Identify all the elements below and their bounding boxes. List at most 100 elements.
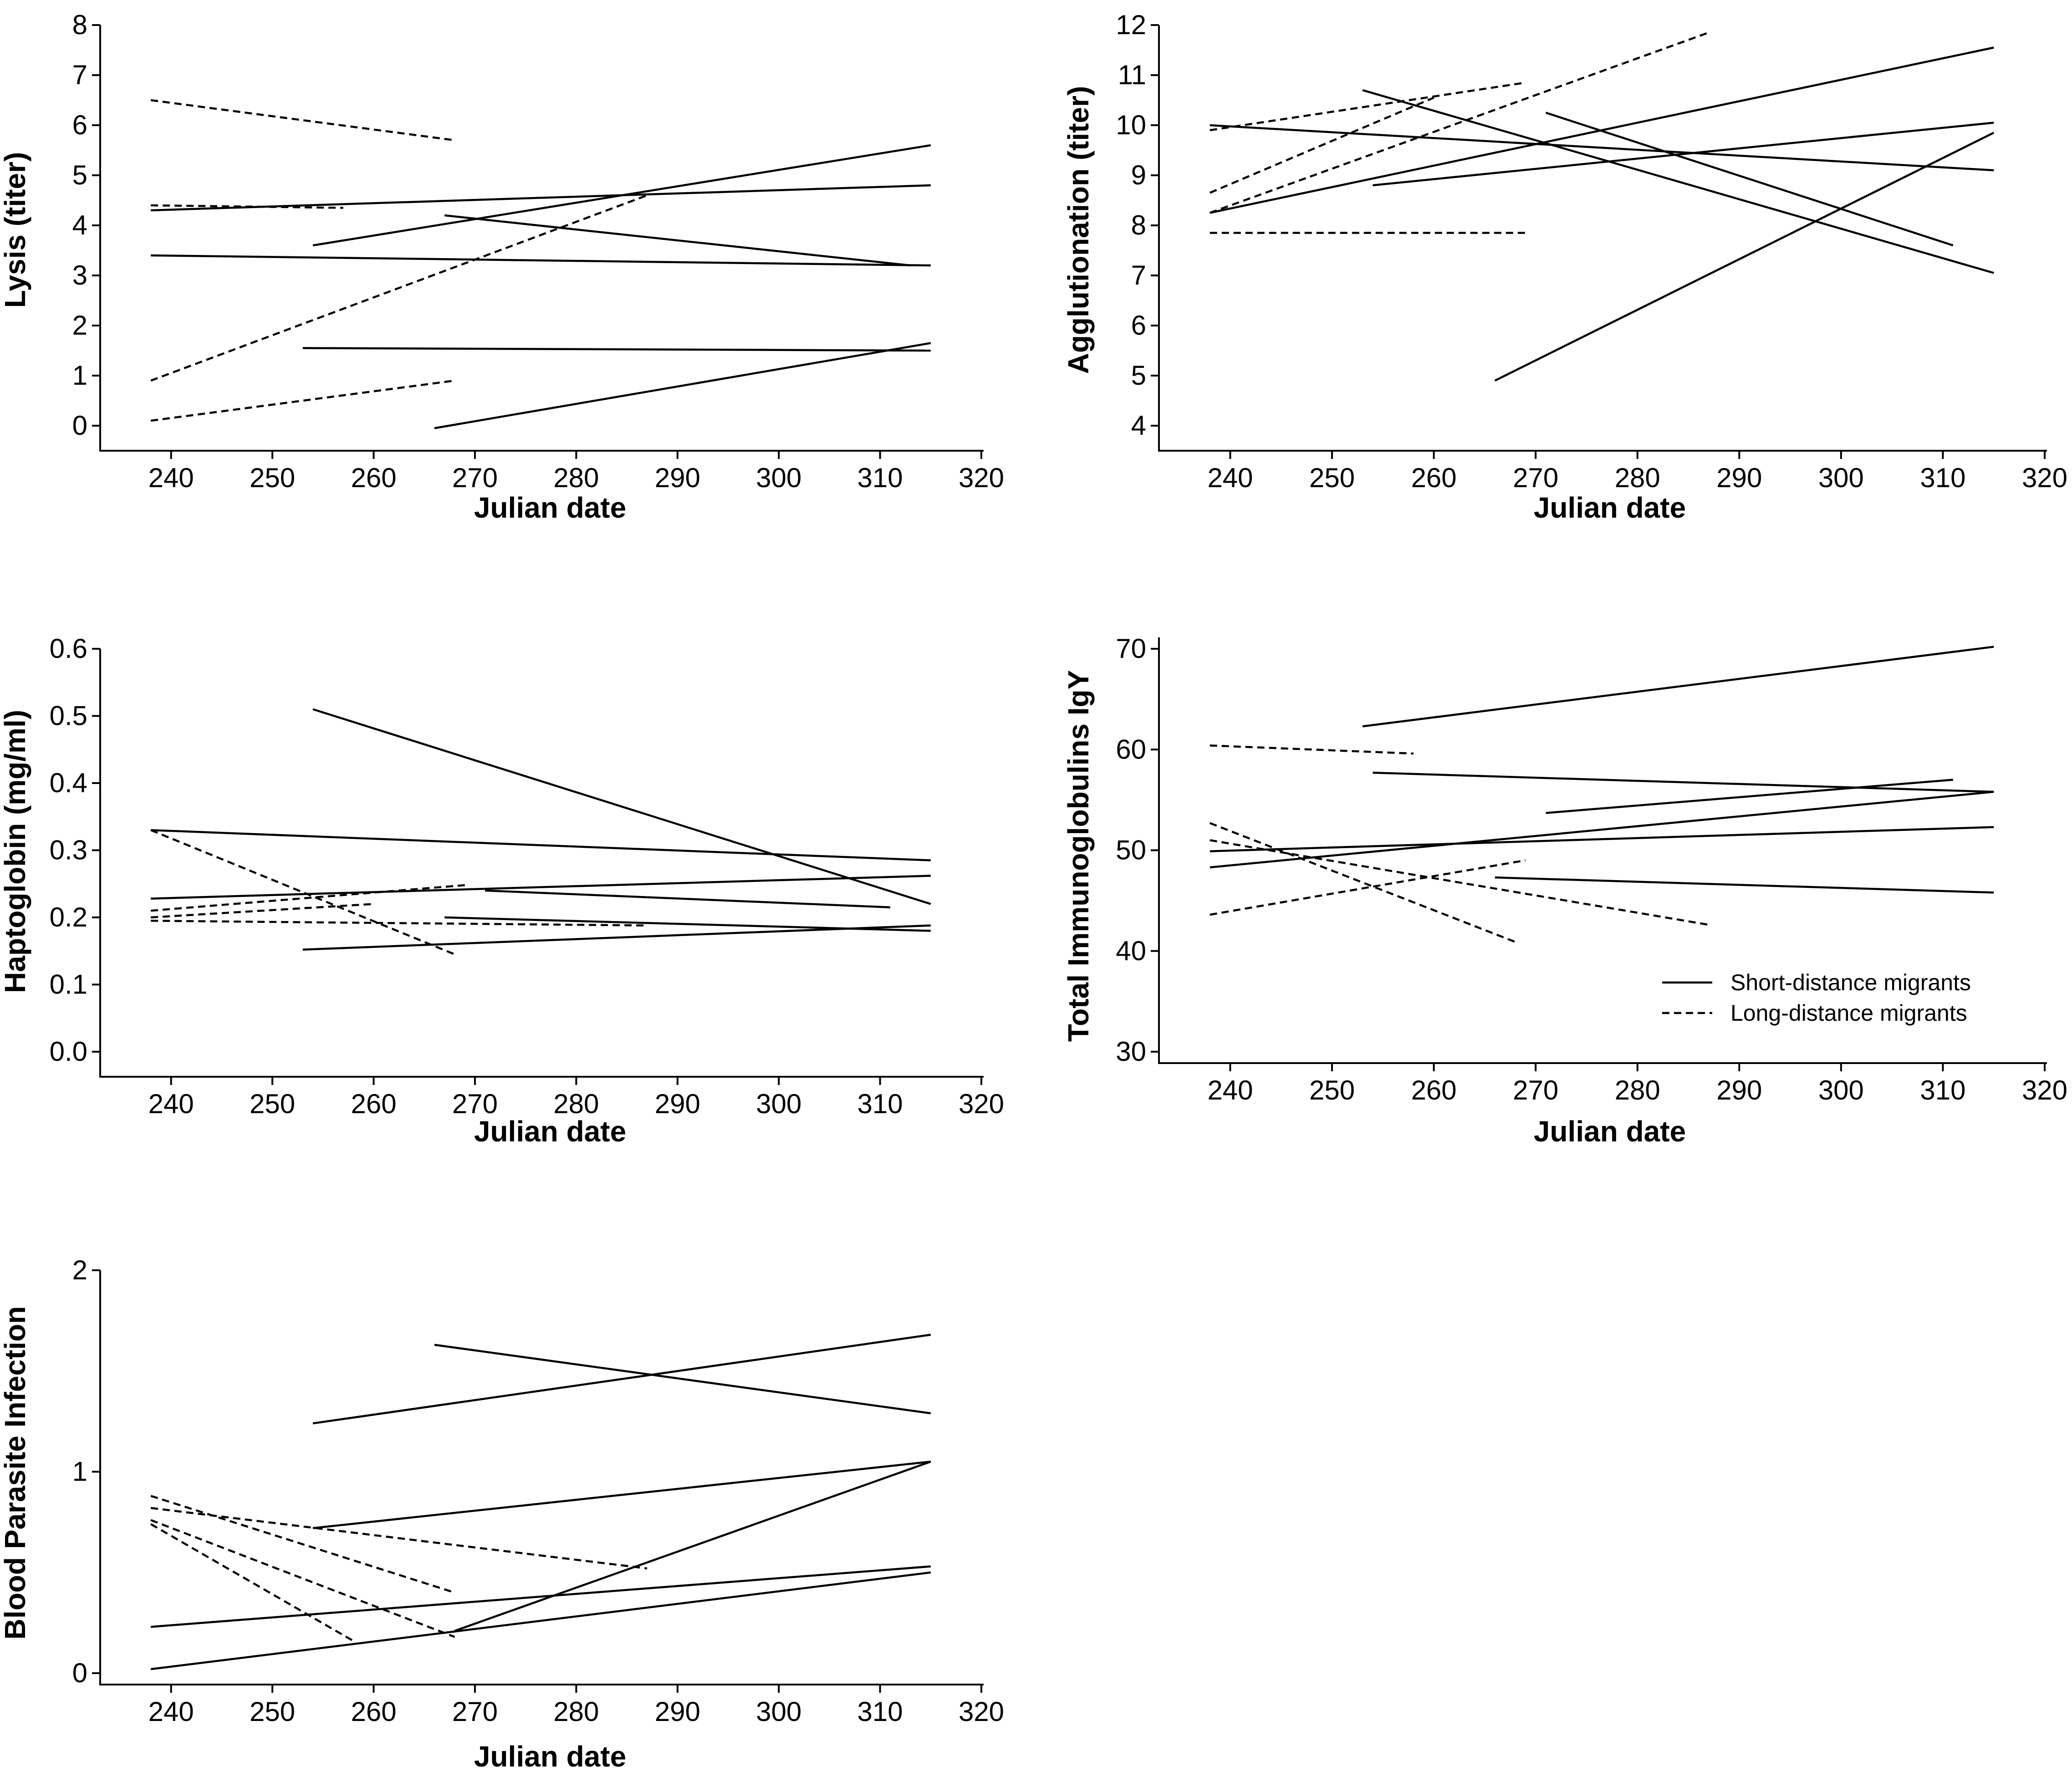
parasite-short-distance-line-4 — [454, 1461, 931, 1632]
lysis-long-distance-line-7 — [150, 99, 455, 142]
haptoglobin-x-tick-label: 240 — [148, 1089, 194, 1119]
agglutination-x-tick-label: 240 — [1207, 463, 1253, 493]
lysis-long-distance-line-10 — [150, 379, 455, 422]
lysis-short-distance-line-4 — [444, 214, 911, 267]
haptoglobin-y-tick-label: 0.1 — [50, 969, 87, 1000]
parasite-long-distance-line-10 — [150, 1523, 354, 1642]
igy-long-distance-line-8 — [1209, 822, 1516, 943]
agglutination-axes — [1158, 25, 2047, 452]
agglutination-y-tick-label: 11 — [1118, 60, 1146, 90]
haptoglobin-y-tick-label: 0.2 — [50, 902, 87, 932]
lysis-x-tick-label: 310 — [857, 463, 903, 493]
igy-short-distance-line-5 — [1210, 826, 1994, 852]
haptoglobin-x-title: Julian date — [474, 1115, 626, 1148]
lysis-x-tick-label: 280 — [553, 463, 599, 493]
parasite-x-tick-label: 260 — [351, 1696, 396, 1727]
igy-x-tick-label: 270 — [1513, 1075, 1558, 1105]
agglutination-y-tick-label: 5 — [1131, 360, 1146, 391]
parasite-y-title: Blood Parasite Infection — [0, 1306, 31, 1640]
igy-y-title: Total Immunoglobulins IgY — [1062, 670, 1095, 1042]
legend-solid-label: Short-distance migrants — [1730, 970, 1971, 995]
igy-y-tick-label: 60 — [1116, 734, 1146, 764]
agglutination-panel: Agglutionation (titer) Julian date 4 5 6 7 8… — [1062, 10, 2067, 524]
agglutination-x-tick-label: 300 — [1818, 463, 1864, 493]
lysis-short-distance-line-2 — [151, 254, 931, 267]
haptoglobin-x-tick-label: 260 — [351, 1089, 396, 1119]
parasite-long-distance-line-9 — [150, 1519, 455, 1638]
haptoglobin-long-distance-line-8 — [151, 884, 465, 912]
agglutination-x-tick-label: 260 — [1411, 463, 1457, 493]
haptoglobin-x-tick-label: 290 — [655, 1089, 700, 1119]
agglutination-x-tick-label: 280 — [1615, 463, 1660, 493]
haptoglobin-short-distance-line-3 — [151, 875, 931, 900]
agglutination-x-tick-label: 320 — [2022, 463, 2067, 493]
igy-x-title: Julian date — [1534, 1115, 1686, 1148]
lysis-y-tick-label: 8 — [72, 10, 87, 40]
parasite-axes — [99, 1270, 984, 1685]
agglutination-y-title: Agglutionation (titer) — [1062, 86, 1095, 374]
igy-y-tick-label: 30 — [1116, 1036, 1146, 1067]
igy-short-distance-line-1 — [1362, 646, 1994, 728]
lysis-y-tick-label: 0 — [72, 410, 87, 441]
parasite-x-tick-label: 270 — [452, 1696, 498, 1727]
agglutination-y-tick-label: 4 — [1131, 410, 1146, 441]
igy-x-tick-label: 290 — [1716, 1075, 1762, 1105]
agglutination-y-tick-label: 8 — [1131, 210, 1146, 240]
parasite-y-tick-label: 1 — [72, 1456, 87, 1487]
lysis-y-tick-label: 2 — [72, 310, 87, 341]
igy-axes — [1158, 637, 2047, 1064]
lysis-y-tick-label: 6 — [72, 110, 87, 140]
haptoglobin-y-title: Haptoglobin (mg/ml) — [0, 710, 31, 993]
agglutination-short-distance-line-6 — [1494, 132, 1995, 382]
agglutination-x-title: Julian date — [1534, 491, 1686, 524]
igy-x-tick-label: 310 — [1920, 1075, 1965, 1105]
legend: Short-distance migrants Long-distance mi… — [1662, 970, 1971, 1026]
haptoglobin-x-tick-label: 320 — [959, 1089, 1004, 1119]
lysis-x-tick-label: 290 — [655, 463, 700, 493]
lysis-x-tick-label: 270 — [452, 463, 498, 493]
igy-y-tick-label: 40 — [1116, 936, 1146, 966]
haptoglobin-long-distance-line-9 — [151, 903, 374, 919]
lysis-short-distance-line-1 — [151, 184, 931, 212]
lysis-x-tick-label: 320 — [959, 463, 1004, 493]
agglutination-y-tick-label: 7 — [1131, 260, 1146, 290]
haptoglobin-x-tick-label: 300 — [756, 1089, 801, 1119]
lysis-y-tick-label: 5 — [72, 160, 87, 190]
agglutination-y-tick-label: 6 — [1131, 310, 1146, 341]
parasite-x-tick-label: 290 — [655, 1696, 700, 1727]
agglutination-x-tick-label: 270 — [1513, 463, 1558, 493]
haptoglobin-y-tick-label: 0.4 — [50, 768, 87, 798]
parasite-x-tick-label: 280 — [553, 1696, 599, 1727]
lysis-x-tick-label: 250 — [250, 463, 295, 493]
igy-panel: Total Immunoglobulins IgY Julian date 30… — [1062, 633, 2067, 1148]
haptoglobin-y-tick-label: 0.0 — [50, 1036, 87, 1067]
parasite-long-distance-line-7 — [150, 1507, 648, 1570]
parasite-x-tick-label: 250 — [250, 1696, 295, 1727]
parasite-short-distance-line-2 — [434, 1344, 931, 1415]
haptoglobin-x-tick-label: 250 — [250, 1089, 295, 1119]
lysis-y-tick-label: 4 — [72, 210, 87, 240]
igy-long-distance-line-10 — [1210, 859, 1526, 916]
haptoglobin-axes — [99, 649, 984, 1078]
parasite-short-distance-line-6 — [150, 1571, 931, 1670]
agglutination-x-tick-label: 310 — [1920, 463, 1965, 493]
haptoglobin-y-tick-label: 0.5 — [50, 701, 87, 731]
haptoglobin-y-tick-label: 0.6 — [50, 633, 87, 664]
agglutination-long-distance-line-7 — [1210, 31, 1710, 214]
lysis-short-distance-line-3 — [312, 144, 931, 247]
haptoglobin-short-distance-line-4 — [485, 889, 890, 909]
lysis-short-distance-line-5 — [302, 347, 931, 352]
igy-x-tick-label: 240 — [1207, 1075, 1253, 1105]
igy-short-distance-line-3 — [1546, 779, 1953, 814]
lysis-x-tick-label: 240 — [148, 463, 194, 493]
parasite-x-title: Julian date — [474, 1740, 626, 1773]
igy-x-tick-label: 320 — [2022, 1075, 2067, 1105]
parasite-long-distance-line-8 — [150, 1495, 455, 1594]
igy-x-tick-label: 260 — [1411, 1075, 1457, 1105]
parasite-panel: Blood Parasite Infection Julian date 0 1 2… — [0, 1255, 1004, 1773]
lysis-x-tick-label: 260 — [351, 463, 396, 493]
haptoglobin-x-tick-label: 270 — [452, 1089, 498, 1119]
parasite-short-distance-line-1 — [312, 1334, 931, 1425]
igy-x-tick-label: 300 — [1818, 1075, 1864, 1105]
agglutination-short-distance-line-1 — [1210, 124, 1994, 172]
